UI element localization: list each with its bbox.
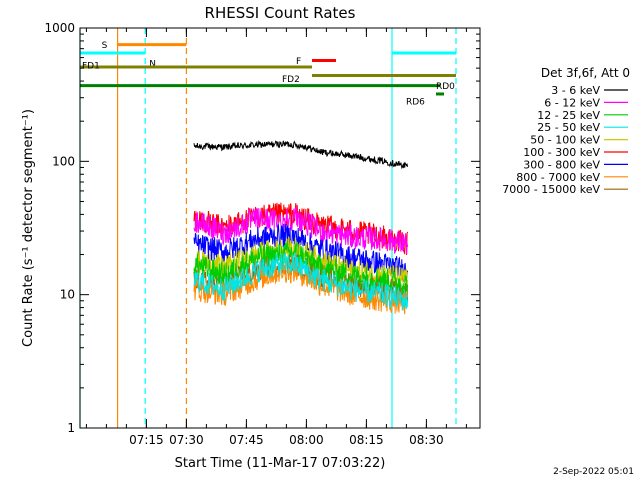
series-line (193, 223, 409, 282)
chart-title: RHESSI Count Rates (205, 4, 356, 22)
plot-frame (79, 27, 481, 429)
x-tick-label: 07:15 (129, 433, 164, 447)
plot-area: S N F FD1 FD2 RD0 RD6 (79, 28, 457, 428)
y-tick-label: 10 (60, 288, 75, 302)
flag-label-fd2: FD2 (282, 75, 300, 85)
legend-entry-label: 25 - 50 keV (537, 121, 600, 134)
legend-entry-label: 300 - 800 keV (523, 158, 600, 171)
y-tick-label: 1000 (44, 21, 75, 35)
flag-label-fd1: FD1 (82, 61, 100, 71)
flag-label-s: S (102, 41, 108, 51)
x-axis: 07:15 07:30 07:45 08:00 08:15 08:30 (85, 28, 467, 447)
y-axis-label: Count Rate (s⁻¹ detector segment⁻¹) (21, 109, 36, 347)
legend-entry-label: 50 - 100 keV (530, 134, 600, 147)
y-tick-label: 1 (67, 421, 75, 435)
x-tick-label: 08:00 (289, 433, 324, 447)
x-tick-label: 08:30 (409, 433, 444, 447)
flag-label-n: N (149, 59, 156, 69)
legend-entry-label: 6 - 12 keV (544, 96, 600, 109)
x-tick-label: 08:15 (349, 433, 384, 447)
x-tick-label: 07:45 (229, 433, 264, 447)
flag-label-f: F (296, 57, 301, 67)
series-line (193, 140, 409, 170)
series-line (193, 241, 409, 295)
flag-label-rd0: RD0 (436, 82, 455, 92)
y-tick-label: 100 (52, 154, 75, 168)
series-line (193, 252, 409, 311)
legend-header: Det 3f,6f, Att 0 (541, 66, 630, 80)
footer-date: 2-Sep-2022 05:01 (553, 467, 634, 477)
legend-entry-label: 7000 - 15000 keV (502, 183, 600, 196)
y-axis: 1 10 100 1000 (44, 21, 480, 435)
x-axis-label: Start Time (11-Mar-17 07:03:22) (175, 456, 386, 471)
legend-entry-label: 100 - 300 keV (523, 146, 600, 159)
flag-label-rd6: RD6 (406, 97, 425, 107)
series-line (193, 206, 409, 255)
legend-entry-label: 3 - 6 keV (551, 84, 600, 97)
legend-entry-label: 12 - 25 keV (537, 109, 600, 122)
legend-entry-label: 800 - 7000 keV (516, 171, 600, 184)
x-tick-label: 07:30 (169, 433, 204, 447)
